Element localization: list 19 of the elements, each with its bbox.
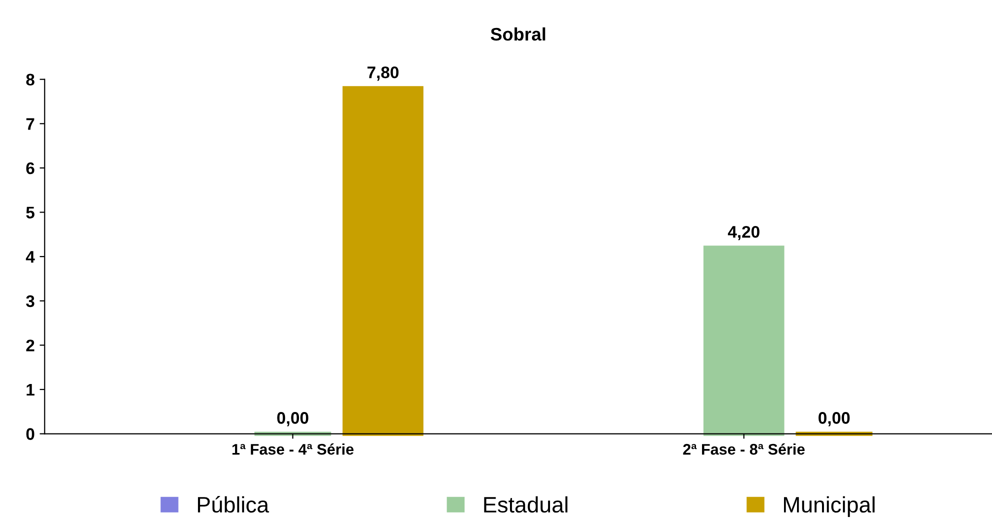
- y-tick-label: 2: [26, 340, 34, 352]
- y-tick-label: 0: [26, 428, 34, 440]
- data-label: 0,00: [277, 412, 308, 426]
- y-tick-label: 3: [26, 295, 34, 308]
- y-tick-label: 8: [26, 74, 34, 86]
- data-label: 4,20: [728, 226, 760, 240]
- y-tick-label: 4: [26, 251, 35, 263]
- y-tick-label: 5: [26, 206, 34, 218]
- y-tick-label: 7: [26, 118, 34, 130]
- x-tick-label: 1ª Fase - 4ª Série: [232, 443, 354, 455]
- legend-label: Municipal: [784, 496, 875, 518]
- y-tick-label: 6: [26, 162, 34, 174]
- data-label: 7,80: [367, 66, 399, 81]
- y-tick-label: 1: [26, 384, 34, 396]
- data-label: 0,00: [818, 412, 850, 426]
- legend-label: Pública: [198, 496, 270, 513]
- x-tick-label: 2ª Fase - 8ª Série: [683, 443, 805, 455]
- legend-label: Estadual: [484, 496, 568, 513]
- chart-title: Sobral: [490, 27, 546, 41]
